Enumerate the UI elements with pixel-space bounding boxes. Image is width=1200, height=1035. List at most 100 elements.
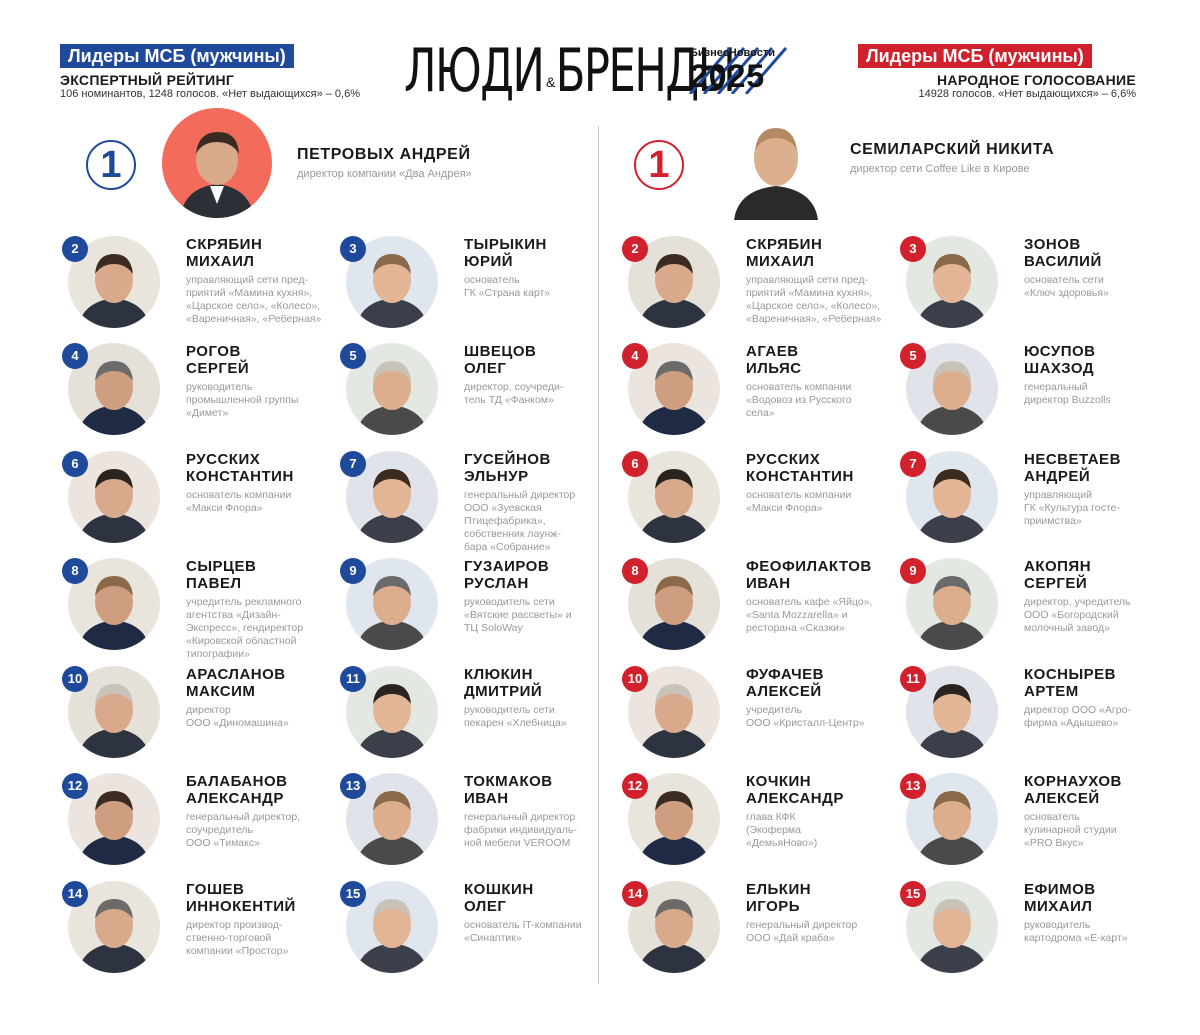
rank-badge: 12 [62, 773, 88, 799]
avatar: 14 [62, 881, 160, 973]
left-header-label: Лидеры МСБ (мужчины) [60, 44, 294, 68]
left-header-subtitle: ЭКСПЕРТНЫЙ РЕЙТИНГ [60, 72, 235, 88]
person-given-name: ШАХЗОД [1024, 360, 1095, 377]
role-line: «Кировской областной [186, 635, 297, 647]
person-role: основатель компании «Макси Флора» [746, 489, 902, 515]
person-given-name: СЕРГЕЙ [1024, 575, 1088, 592]
role-line: директор производ- [186, 919, 283, 931]
role-line: глава КФК [746, 811, 796, 823]
person-role: генеральный директор Buzzolls [1024, 381, 1180, 407]
rank-badge: 11 [340, 666, 366, 692]
avatar: 15 [900, 881, 998, 973]
person-surname: ГОШЕВ [186, 881, 245, 898]
person-given-name: ДМИТРИЙ [464, 683, 543, 700]
role-line: «Santa Mozzarella» и [746, 609, 848, 621]
role-line: ООО «Кристалл-Центр» [746, 717, 865, 729]
avatar: 7 [900, 451, 998, 543]
person-role: основатель кафе «Яйцо», «Santa Mozzarella… [746, 596, 902, 635]
rank-badge: 3 [340, 236, 366, 262]
person-given-name: АНДРЕЙ [1024, 468, 1091, 485]
person-surname: ЗОНОВ [1024, 236, 1081, 253]
person-surname: БАЛАБАНОВ [186, 773, 288, 790]
avatar: 13 [900, 773, 998, 865]
right-winner-avatar [734, 128, 818, 220]
role-line: картодрома «E-карт» [1024, 932, 1128, 944]
role-line: руководитель сети [464, 704, 555, 716]
role-line: «Макси Флора» [186, 502, 263, 514]
rank-badge: 12 [622, 773, 648, 799]
role-line: «Водовоз из Русского [746, 394, 852, 406]
ranking-entry: 9 ГУЗАИРОВ РУСЛАН руководитель сети «Вятские… [338, 554, 618, 658]
ranking-entry: 2 СКРЯБИН МИХАИЛ управляющий сети пред-прия… [60, 232, 340, 336]
avatar: 14 [622, 881, 720, 973]
logo-year: 2025 [690, 58, 766, 94]
person-given-name: АЛЕКСАНДР [186, 790, 284, 807]
person-surname: ТОКМАКОВ [464, 773, 553, 790]
person-role: руководитель промышленной группы «Димет» [186, 381, 342, 420]
ranking-entry: 7 ГУСЕЙНОВ ЭЛЬНУР генеральный директор ООО «… [338, 447, 620, 554]
rank-badge: 13 [340, 773, 366, 799]
role-line: типографии» [186, 648, 250, 660]
logo-stripes-icon [688, 47, 788, 94]
person-role: генеральный директор ООО «Дай краба» [746, 919, 902, 945]
rank-badge: 14 [622, 881, 648, 907]
rank-badge: 10 [622, 666, 648, 692]
role-line: фабрики индивидуаль- [464, 824, 577, 836]
role-line: ООО «Диномашина» [186, 717, 289, 729]
person-given-name: ОЛЕГ [464, 360, 507, 377]
person-given-name: ВАСИЛИЙ [1024, 253, 1102, 270]
avatar: 4 [62, 343, 160, 435]
avatar: 10 [622, 666, 720, 758]
person-given-name: МИХАИЛ [746, 253, 815, 270]
logo-ampersand: & [546, 74, 556, 90]
person-surname: ЕФИМОВ [1024, 881, 1096, 898]
ranking-entry: 10 ФУФАЧЕВ АЛЕКСЕЙ учредитель ООО «Кристалл-… [620, 662, 900, 766]
role-line: руководитель [186, 381, 253, 393]
role-line: «Димет» [186, 407, 229, 419]
role-line: соучредитель [186, 824, 254, 836]
ranking-entry: 3 ЗОНОВ ВАСИЛИЙ основатель сети «Ключ здоров… [898, 232, 1178, 336]
role-line: пекарен «Хлебница» [464, 717, 567, 729]
role-line: «Вятские рассветы» и [464, 609, 572, 621]
person-given-name: КОНСТАНТИН [746, 468, 854, 485]
role-line: генеральный директор [464, 489, 576, 501]
person-surname: КЛЮКИН [464, 666, 533, 683]
person-surname: КОШКИН [464, 881, 534, 898]
left-winner-role: директор компании «Два Андрея» [297, 168, 472, 180]
role-line: ТЦ SoloWay [464, 622, 523, 634]
avatar: 8 [622, 558, 720, 650]
role-line: Птицефабрика», [464, 515, 546, 527]
role-line: «Ключ здоровья» [1024, 287, 1109, 299]
person-surname: ЮСУПОВ [1024, 343, 1096, 360]
person-role: генеральный директор ООО «Зуевская Птицефа… [464, 489, 620, 554]
ranking-entry: 9 АКОПЯН СЕРГЕЙ директор, учредитель ООО «Бо… [898, 554, 1178, 658]
person-surname: АРАСЛАНОВ [186, 666, 286, 683]
person-surname: ЕЛЬКИН [746, 881, 812, 898]
person-role: управляющий ГК «Культура госте-приимства» [1024, 489, 1180, 528]
person-role: руководитель сети пекарен «Хлебница» [464, 704, 620, 730]
person-role: директор ООО «Агро-фирма «Адышево» [1024, 704, 1180, 730]
role-line: ной мебели VEROOM [464, 837, 571, 849]
person-role: основатель компании «Водовоз из Русского с… [746, 381, 902, 420]
left-winner-name: ПЕТРОВЫХ АНДРЕЙ [297, 146, 471, 163]
person-surname: СКРЯБИН [746, 236, 823, 253]
role-line: ГК «Страна карт» [464, 287, 551, 299]
person-given-name: ИВАН [746, 575, 791, 592]
avatar: 6 [622, 451, 720, 543]
role-line: ственно-торговой [186, 932, 272, 944]
role-line: молочный завод» [1024, 622, 1110, 634]
role-line: генеральный директор [464, 811, 576, 823]
avatar: 13 [340, 773, 438, 865]
rank-badge: 3 [900, 236, 926, 262]
logo-title: ЛЮДИ БРЕНДЫ [404, 36, 736, 106]
person-role: управляющий сети пред-приятий «Мамина ку… [746, 274, 902, 326]
ranking-entry: 15 КОШКИН ОЛЕГ основатель IT-компании «Синап… [338, 877, 618, 981]
column-divider [598, 126, 599, 984]
logo-brand: БизнесНовости [690, 47, 775, 59]
person-surname: ШВЕЦОВ [464, 343, 537, 360]
role-line: генеральный директор [746, 919, 858, 931]
avatar: 5 [340, 343, 438, 435]
rank-badge: 15 [340, 881, 366, 907]
ranking-entry: 14 ГОШЕВ ИННОКЕНТИЙ директор производ-ствен… [60, 877, 340, 981]
person-surname: КОРНАУХОВ [1024, 773, 1122, 790]
